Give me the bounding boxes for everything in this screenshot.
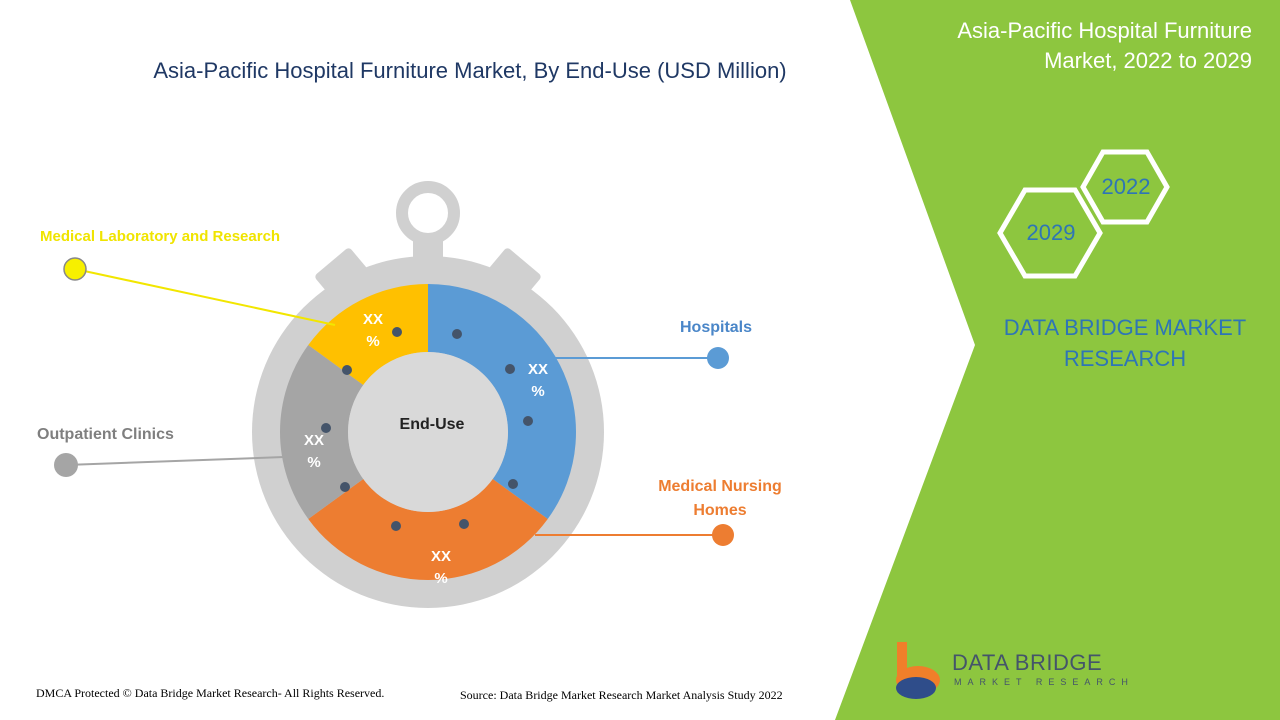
banner-background [835, 0, 1280, 720]
donut-segment [308, 479, 548, 580]
leader-dot [707, 347, 729, 369]
segment-name: Medical Laboratory and Research [40, 228, 281, 245]
chart-title: Asia-Pacific Hospital Furniture Market, … [153, 58, 787, 83]
logo-shape [896, 677, 936, 699]
leader-line [74, 268, 336, 326]
donut-segment [280, 345, 364, 519]
segment-name: Hospitals [680, 319, 753, 336]
year-label: 2029 [1026, 220, 1076, 245]
decor-dot [342, 365, 352, 375]
decor-dot [452, 329, 462, 339]
donut [280, 284, 576, 580]
donut-segment [308, 284, 428, 385]
logo-name: DATA BRIDGE [952, 650, 1103, 675]
segment-label: XX % [362, 311, 383, 350]
logo-shape [897, 642, 907, 688]
hexagon [1080, 149, 1170, 225]
segment-label: XX % [303, 432, 324, 471]
leader-dot [63, 257, 87, 281]
decor-dot [391, 521, 401, 531]
decor-dot [340, 482, 350, 492]
banner-title: Asia-Pacific Hospital Furniture Market, … [957, 18, 1252, 73]
decor-dot [321, 423, 331, 433]
source: Source: Data Bridge Market Research Mark… [460, 688, 783, 702]
segment-label: XX % [430, 548, 451, 587]
donut-hole [348, 352, 508, 512]
leader-dot [712, 524, 734, 546]
year-label: 2022 [1101, 174, 1151, 199]
decor-dot [523, 416, 533, 426]
decor-dot [459, 519, 469, 529]
hexagon [997, 187, 1103, 279]
stopwatch-button [489, 248, 541, 298]
copyright: DMCA Protected © Data Bridge Market Rese… [36, 686, 385, 700]
donut-segment [428, 284, 576, 519]
decor-dot [505, 364, 515, 374]
leader-line [65, 456, 285, 466]
stopwatch-button [315, 248, 367, 298]
segment-label: XX % [527, 361, 548, 400]
segment-name: Outpatient Clinics [37, 426, 174, 443]
leader-dot [54, 453, 78, 477]
logo-tagline: MARKET RESEARCH [954, 677, 1134, 687]
brand-text: DATA BRIDGE MARKET RESEARCH [1003, 315, 1247, 371]
stopwatch-ring [396, 181, 460, 245]
logo-mark [896, 642, 940, 699]
decor-dot [508, 479, 518, 489]
center-label: End-Use [399, 416, 465, 433]
segment-name: Medical Nursing Homes [658, 478, 782, 519]
decor-dot [392, 327, 402, 337]
